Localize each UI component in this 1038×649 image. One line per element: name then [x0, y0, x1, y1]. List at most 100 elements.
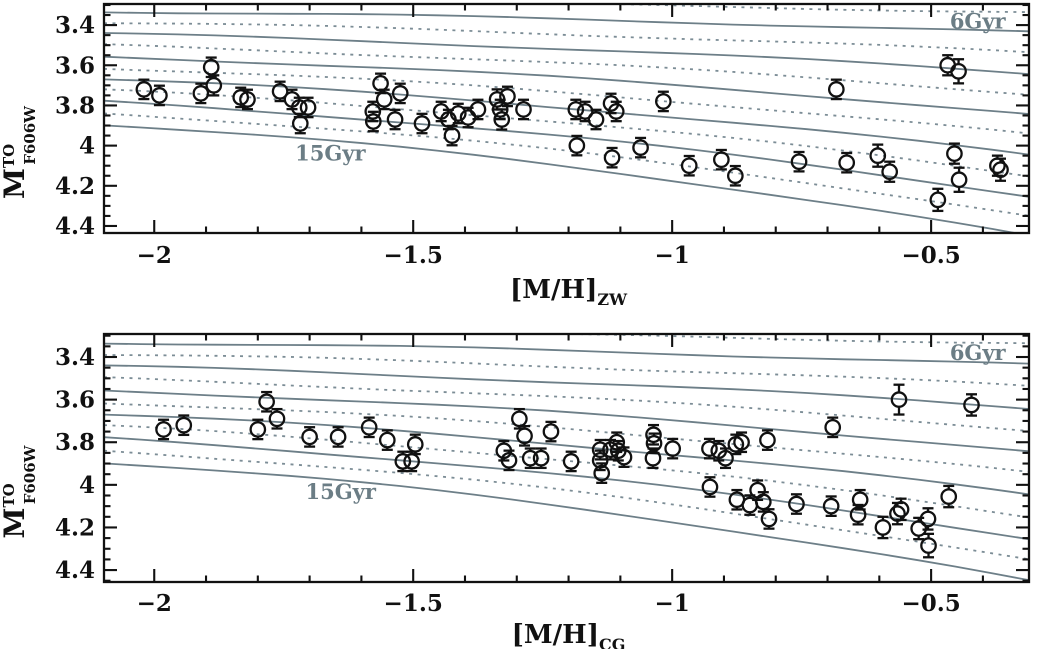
- data-point-marker: [515, 98, 532, 121]
- y-tick-label: 4: [79, 472, 95, 499]
- data-point-marker: [516, 424, 533, 447]
- data-point-marker: [268, 407, 286, 430]
- scatter-points: [155, 383, 980, 559]
- data-point-marker: [155, 418, 172, 441]
- data-point-marker: [360, 416, 378, 439]
- y-tick-label: 4.4: [55, 213, 95, 240]
- isochrone-line-solid: [104, 389, 1029, 453]
- x-tick-label: −0.5: [901, 242, 960, 269]
- data-point-marker: [567, 98, 585, 121]
- data-point-marker: [680, 154, 698, 177]
- bottom-panel: 6Gyr 15Gyr −2 −1.5 −1 −0.5 3.4 3.6 3.8 4 4.2 4.4 [M/…: [0, 332, 1031, 649]
- data-point-marker: [386, 108, 404, 131]
- age-label-6gyr: 6Gyr: [950, 340, 1007, 365]
- age-label-15gyr: 15Gyr: [305, 479, 376, 504]
- data-point-marker: [375, 88, 393, 111]
- x-axis-title: [M/H]ZW: [510, 275, 628, 309]
- data-point-marker: [443, 124, 461, 147]
- age-label-6gyr: 6Gyr: [950, 9, 1007, 34]
- y-tick-label: 3.6: [55, 387, 95, 414]
- y-tick-label: 3.8: [55, 92, 95, 119]
- data-point-marker: [939, 54, 957, 77]
- data-point-marker: [542, 420, 560, 443]
- data-point-marker: [992, 157, 1009, 182]
- x-tick-label: −0.5: [901, 590, 960, 617]
- data-point-marker: [701, 476, 719, 498]
- data-point-marker: [205, 74, 223, 97]
- y-tick-label: 3.4: [55, 12, 95, 39]
- data-point-marker: [406, 433, 424, 456]
- data-point-marker: [364, 110, 382, 133]
- y-tick-label: 3.6: [55, 52, 95, 79]
- x-tick-label: −1.5: [384, 590, 443, 617]
- data-point-marker: [378, 429, 396, 451]
- x-tick-label: −1.5: [384, 242, 443, 269]
- isochrone-line-dashed: [104, 354, 1029, 387]
- isochrone-line-solid: [104, 124, 1020, 233]
- y-tick-label: 4: [79, 133, 95, 160]
- data-point-marker: [301, 426, 318, 448]
- data-point-marker: [593, 462, 611, 484]
- scatter-points: [135, 54, 1009, 213]
- isochrone-line-dashed: [104, 424, 1029, 519]
- data-point-marker: [449, 102, 467, 125]
- isochrone-grid: [104, 334, 1029, 582]
- data-point-marker: [759, 429, 776, 451]
- isochrone-line-dashed: [104, 88, 1029, 178]
- data-point-marker: [851, 488, 869, 511]
- isochrone-line-dashed: [104, 43, 1029, 96]
- data-point-marker: [946, 142, 963, 165]
- data-point-marker: [655, 90, 672, 113]
- data-point-marker: [790, 150, 808, 173]
- isochrone-line-solid: [104, 99, 1029, 198]
- data-point-marker: [849, 503, 867, 526]
- isochrone-line-solid: [104, 11, 1029, 33]
- data-point-marker: [726, 164, 744, 187]
- isochrone-line-solid: [104, 364, 1029, 410]
- isochrone-line-solid: [104, 55, 1029, 115]
- data-point-marker: [950, 166, 968, 193]
- data-point-marker: [890, 383, 908, 416]
- isochrone-line-dashed: [104, 22, 1029, 54]
- top-panel: 6Gyr 15Gyr −2 −1.5 −1 −0.5 3.4 3.6 3.8 4 4.2 4.4 [M/…: [0, 2, 1031, 309]
- data-point-marker: [364, 100, 382, 123]
- data-point-marker: [521, 447, 539, 470]
- data-point-marker: [135, 78, 153, 101]
- data-point-marker: [713, 148, 730, 171]
- data-point-marker: [940, 484, 958, 509]
- data-point-marker: [838, 151, 856, 174]
- panel-frame: [102, 332, 1031, 584]
- data-point-marker: [881, 160, 899, 183]
- data-point-marker: [391, 82, 409, 105]
- axis-ticks: [104, 3, 1029, 233]
- data-point-marker: [701, 437, 718, 460]
- data-point-marker: [664, 437, 682, 460]
- data-point-marker: [920, 532, 937, 559]
- data-point-marker: [329, 426, 347, 448]
- data-point-marker: [192, 82, 210, 105]
- data-point-marker: [568, 134, 586, 157]
- data-point-marker: [644, 447, 662, 470]
- data-point-marker: [869, 143, 887, 168]
- panel-frame: [102, 2, 1031, 235]
- y-tick-label: 3.4: [55, 344, 95, 371]
- data-point-marker: [232, 86, 250, 109]
- data-point-marker: [239, 88, 256, 111]
- isochrone-line-solid: [104, 462, 1029, 582]
- data-point-marker: [892, 497, 910, 522]
- data-point-marker: [929, 187, 947, 213]
- data-point-marker: [151, 84, 168, 107]
- isochrone-line-solid: [104, 342, 1029, 365]
- isochrone-line-dashed: [104, 402, 1029, 473]
- data-point-marker: [632, 136, 649, 159]
- isochrone-line-solid: [104, 32, 1029, 75]
- data-point-marker: [493, 108, 511, 131]
- data-point-marker: [733, 431, 750, 454]
- data-point-marker: [469, 98, 487, 121]
- axis-ticks: [104, 334, 1029, 582]
- x-tick-label: −1: [655, 242, 690, 269]
- y-axis-title: MTO F606W: [0, 105, 39, 199]
- data-point-marker: [919, 507, 937, 531]
- isochrone-line-dashed: [104, 376, 1029, 432]
- isochrone-line-dashed: [104, 449, 1029, 561]
